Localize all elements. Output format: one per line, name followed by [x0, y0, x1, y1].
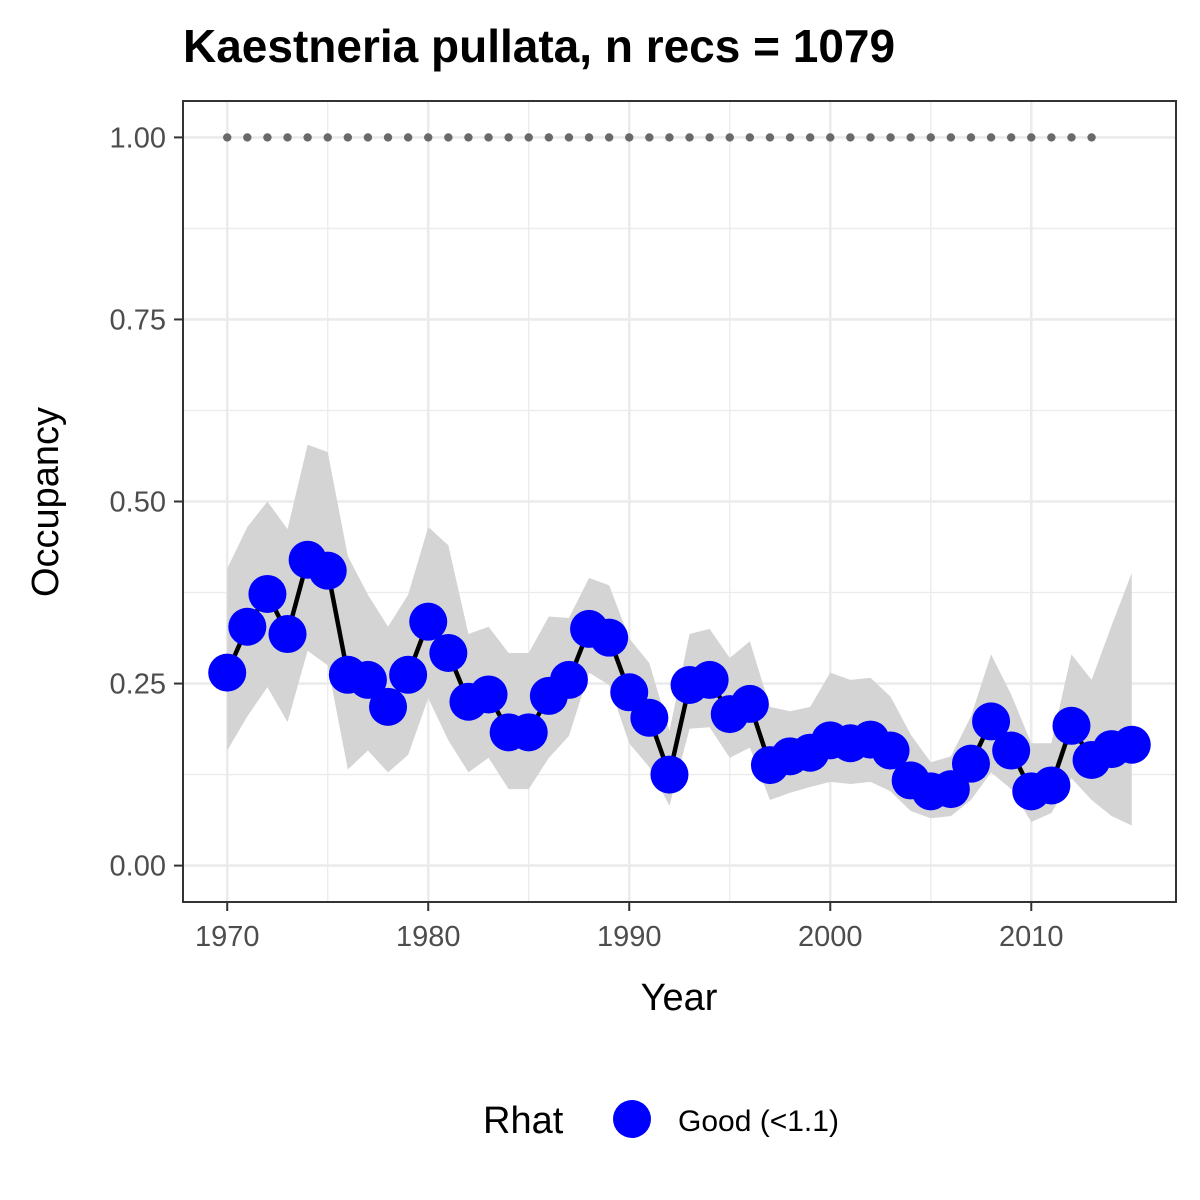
y-axis-title: Occupancy	[25, 407, 67, 597]
rug-dot-1981	[444, 133, 453, 142]
data-point-2007	[951, 744, 990, 783]
rug-dot-1971	[243, 133, 252, 142]
legend: Rhat Good (<1.1)	[483, 1100, 839, 1142]
data-point-1977	[348, 660, 387, 699]
x-tick-label: 1990	[597, 921, 662, 953]
rug-dot-2003	[886, 133, 895, 142]
data-point-1979	[389, 655, 428, 694]
data-point-1970	[208, 653, 247, 692]
rug-dot-1989	[604, 133, 614, 142]
rug-dot-1987	[564, 133, 574, 142]
rug-dot-1986	[544, 133, 554, 142]
y-tick-label: 0.00	[110, 851, 166, 883]
rug-dot-1997	[765, 133, 775, 142]
rug-dot-1991	[645, 133, 654, 142]
rug-dot-1983	[484, 133, 493, 142]
rug-dot-1980	[424, 133, 433, 142]
data-point-2003	[871, 731, 910, 770]
rug-dot-1972	[263, 133, 272, 142]
chart-title: Kaestneria pullata, n recs = 1079	[183, 20, 895, 72]
rug-dot-1985	[524, 133, 533, 142]
ci-ribbon	[227, 444, 1132, 826]
data-point-1983	[469, 675, 508, 714]
rug-dot-1977	[363, 133, 373, 142]
data-point-2009	[992, 731, 1031, 770]
rug-dot-1982	[464, 133, 473, 142]
y-tick-label: 1.00	[110, 122, 166, 154]
rug-dot-1994	[705, 133, 714, 142]
rug-dot-1974	[303, 133, 312, 142]
rug-dot-1973	[283, 133, 292, 142]
data-point-1992	[650, 755, 689, 794]
axes: 1970 1980 1990 2000 2010 0.00 0.25 0.50 0.75 1.00	[110, 122, 1064, 953]
data-point-1985	[509, 713, 548, 752]
rug-dot-1988	[584, 133, 594, 142]
rug-dot-2005	[926, 133, 935, 142]
rug-dot-1970	[223, 133, 232, 142]
data-point-1980	[409, 602, 448, 641]
rug-dot-1975	[323, 133, 332, 142]
rug-dot-1992	[665, 133, 674, 142]
rug-dot-2009	[1006, 133, 1016, 142]
data-point-2011	[1032, 766, 1071, 805]
rug-dot-1990	[625, 133, 634, 142]
rug-dot-2004	[906, 133, 915, 142]
y-tick-label: 0.75	[110, 304, 166, 336]
x-tick-label: 2010	[999, 921, 1064, 953]
rug-dot-2012	[1067, 133, 1076, 142]
confidence-ribbon	[227, 444, 1132, 826]
data-point-1975	[308, 551, 347, 590]
rug-dot-2011	[1047, 133, 1056, 142]
data-point-1996	[730, 684, 769, 723]
data-point-1987	[549, 660, 588, 699]
data-point-1994	[690, 660, 729, 699]
rug-dot-2000	[826, 133, 835, 142]
data-point-1991	[630, 698, 669, 737]
rug-dot-1984	[504, 133, 513, 142]
x-tick-label: 1970	[195, 921, 260, 953]
rug-dot-1999	[805, 133, 815, 142]
rug-dot-2013	[1087, 133, 1096, 142]
y-tick-label: 0.50	[110, 487, 166, 519]
legend-title: Rhat	[483, 1100, 564, 1142]
data-point-2006	[931, 770, 970, 809]
data-point-1990	[610, 673, 649, 712]
data-point-1981	[429, 633, 468, 672]
rug-dot-1993	[685, 133, 694, 142]
rug-dot-1978	[383, 133, 393, 142]
x-tick-label: 1980	[396, 921, 461, 953]
rug-dot-2002	[866, 133, 875, 142]
rug-dot-1979	[403, 133, 413, 142]
data-points	[208, 540, 1151, 811]
data-point-2015	[1112, 725, 1151, 764]
rug-dot-2008	[986, 133, 996, 142]
data-point-2008	[972, 702, 1011, 741]
rug-dot-2010	[1027, 133, 1036, 142]
data-point-1989	[590, 618, 629, 657]
data-point-2012	[1052, 706, 1091, 745]
data-point-1971	[228, 607, 267, 646]
rug-dot-1998	[785, 133, 795, 142]
data-point-1972	[248, 574, 287, 613]
data-point-1978	[369, 687, 408, 726]
rug-dot-1995	[725, 133, 734, 142]
rug-dot-2007	[966, 133, 976, 142]
y-tick-label: 0.25	[110, 669, 166, 701]
x-tick-label: 2000	[798, 921, 863, 953]
legend-key-good	[613, 1100, 651, 1138]
rug-dot-2001	[846, 133, 855, 142]
rug-dot-1976	[343, 133, 353, 142]
x-axis-title: Year	[641, 977, 718, 1019]
data-point-1973	[268, 615, 307, 654]
rug-dot-1996	[745, 133, 755, 142]
plot-panel	[182, 100, 1177, 903]
rug-dot-2006	[946, 133, 956, 142]
legend-label-good: Good (<1.1)	[678, 1105, 839, 1138]
record-rug	[223, 133, 1096, 142]
